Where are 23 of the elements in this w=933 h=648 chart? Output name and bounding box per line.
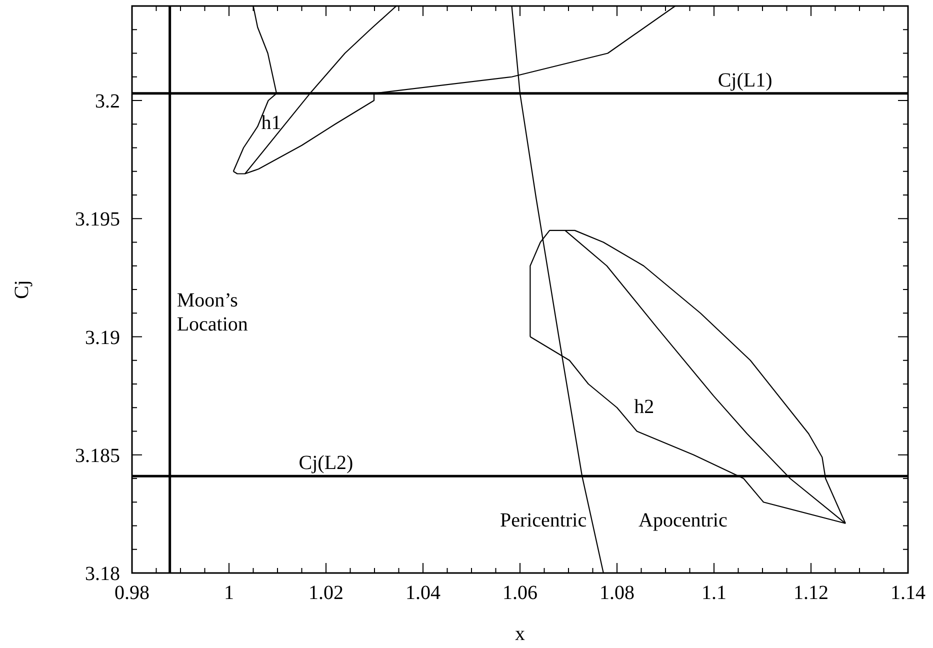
x-axis-title: x — [515, 623, 525, 645]
annotation: Pericentric — [500, 509, 587, 532]
y-tick-label: 3.18 — [85, 563, 120, 585]
x-tick-label: 1.12 — [794, 582, 828, 604]
annotation: h2 — [634, 396, 654, 418]
y-tick-label: 3.19 — [85, 326, 120, 349]
annotation: Apocentric — [638, 509, 728, 532]
x-tick-label: 1.06 — [502, 582, 538, 604]
y-tick-label: 3.2 — [95, 90, 120, 112]
y-tick-label: 3.185 — [75, 444, 120, 467]
x-tick-label: 0.98 — [114, 582, 150, 604]
x-tick-label: 1.1 — [702, 582, 726, 604]
y-axis-title: Cj — [11, 280, 33, 299]
x-tick-label: 1.08 — [600, 582, 634, 604]
ref-line-label: Moon’s Location — [176, 290, 248, 336]
x-tick-label: 1.04 — [406, 582, 440, 604]
y-tick-label: 3.195 — [75, 208, 120, 231]
x-tick-label: 1.02 — [308, 582, 344, 604]
x-tick-label: 1.14 — [890, 582, 926, 604]
x-tick-label: 1 — [224, 582, 234, 604]
ref-line-label: Cj(L2) — [298, 452, 354, 474]
annotation: h1 — [261, 112, 282, 134]
ref-line-label: Cj(L1) — [718, 69, 772, 92]
